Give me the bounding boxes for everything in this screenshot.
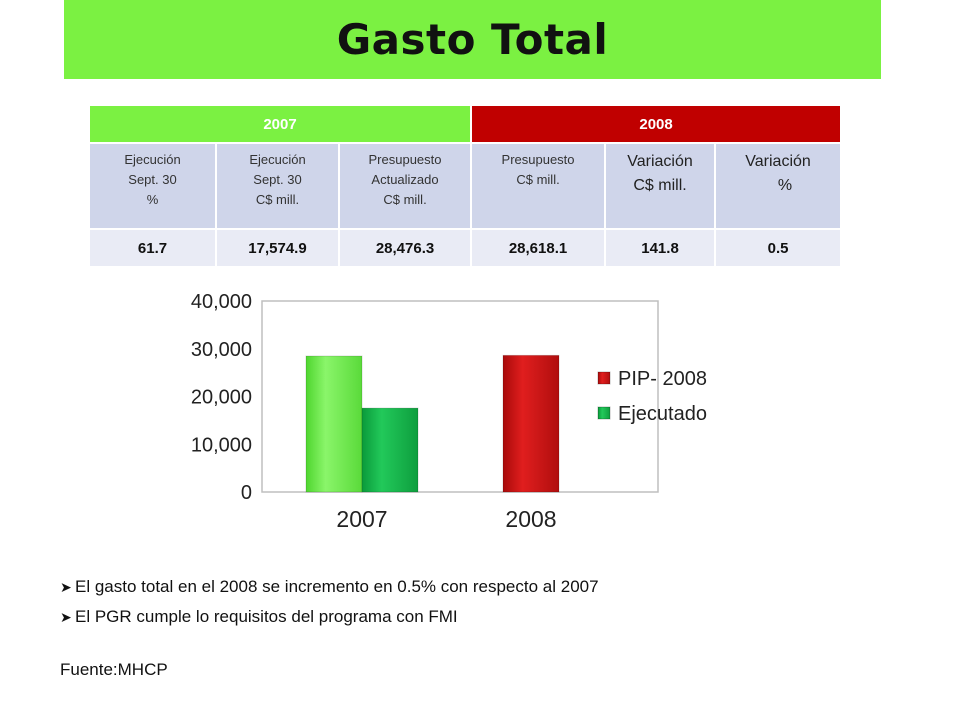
chart-legend: PIP- 2008 Ejecutado bbox=[597, 368, 707, 425]
table-cell: 141.8 bbox=[604, 228, 717, 268]
header-line: % bbox=[777, 177, 793, 194]
header-line: Ejecución bbox=[249, 152, 306, 167]
year-2007-header: 2007 bbox=[87, 104, 473, 144]
year-header-row: 2007 2008 bbox=[87, 104, 843, 144]
bar-chart: 0 10,000 20,000 30,000 40,000 2007 2008 PIP- … bbox=[191, 291, 707, 532]
header-line: C$ mill. bbox=[633, 177, 687, 194]
legend-swatch bbox=[597, 406, 611, 420]
bar bbox=[305, 355, 363, 493]
table-cell: 28,476.3 bbox=[337, 228, 473, 268]
y-tick-label: 40,000 bbox=[191, 291, 252, 313]
table-cell: 0.5 bbox=[714, 228, 843, 268]
column-header: Ejecución Sept. 30 C$ mill. bbox=[215, 142, 340, 230]
y-tick-label: 20,000 bbox=[191, 387, 252, 409]
summary-table: 2007 2008 Ejecución Sept. 30 % Ejecución… bbox=[87, 104, 843, 268]
column-header: Ejecución Sept. 30 % bbox=[88, 142, 217, 230]
arrow-bullet-icon: ➤ bbox=[60, 608, 72, 625]
header-line: C$ mill. bbox=[255, 192, 300, 208]
title-banner: Gasto Total bbox=[64, 0, 881, 79]
header-line: C$ mill. bbox=[516, 172, 560, 188]
legend-swatch bbox=[597, 371, 611, 385]
x-category-label: 2007 bbox=[336, 506, 387, 532]
arrow-bullet-icon: ➤ bbox=[60, 578, 72, 595]
bullet-text: El PGR cumple lo requisitos del programa… bbox=[75, 607, 458, 626]
header-line: Presupuesto bbox=[501, 152, 575, 167]
header-line: Presupuesto bbox=[368, 152, 442, 167]
x-category-label: 2008 bbox=[505, 506, 556, 532]
plot-area-border bbox=[261, 300, 659, 493]
y-tick-label: 30,000 bbox=[191, 339, 252, 361]
header-line: % bbox=[146, 192, 159, 208]
column-header: Variación % bbox=[714, 142, 843, 230]
legend-label: Ejecutado bbox=[618, 403, 707, 425]
y-axis-ticks: 0 10,000 20,000 30,000 40,000 bbox=[191, 291, 252, 504]
legend-label: PIP- 2008 bbox=[618, 368, 707, 390]
header-line: Sept. 30 bbox=[128, 172, 177, 188]
table-cell: 28,618.1 bbox=[470, 228, 607, 268]
page-title: Gasto Total bbox=[336, 15, 609, 64]
column-header: Presupuesto C$ mill. bbox=[470, 142, 607, 230]
chart-bars bbox=[305, 354, 560, 493]
source-note: Fuente:MHCP bbox=[60, 660, 168, 679]
year-2008-header: 2008 bbox=[470, 104, 843, 144]
header-line: Ejecución bbox=[124, 152, 181, 167]
y-tick-label: 0 bbox=[241, 482, 252, 504]
header-line: Variación bbox=[627, 153, 693, 170]
column-header-row: Ejecución Sept. 30 % Ejecución Sept. 30 … bbox=[88, 142, 843, 230]
header-line: Actualizado bbox=[371, 172, 439, 188]
table-cell: 17,574.9 bbox=[215, 228, 340, 268]
x-axis-labels: 2007 2008 bbox=[336, 506, 556, 532]
bullet-text: El gasto total en el 2008 se incremento … bbox=[75, 577, 599, 596]
header-line: Variación bbox=[745, 153, 811, 170]
values-row: 61.7 17,574.9 28,476.3 28,618.1 141.8 0.… bbox=[88, 228, 843, 268]
chart-frame bbox=[261, 300, 659, 493]
header-line: Sept. 30 bbox=[253, 172, 302, 188]
bullet-list: ➤ El gasto total en el 2008 se increment… bbox=[60, 572, 599, 632]
bar bbox=[502, 354, 560, 493]
y-tick-label: 10,000 bbox=[191, 434, 252, 456]
header-line: C$ mill. bbox=[383, 192, 427, 208]
column-header: Presupuesto Actualizado C$ mill. bbox=[337, 142, 473, 230]
bullet-item: ➤ El gasto total en el 2008 se increment… bbox=[60, 572, 599, 602]
table-cell: 61.7 bbox=[88, 228, 217, 268]
bar bbox=[361, 407, 419, 493]
column-header: Variación C$ mill. bbox=[604, 142, 717, 230]
bullet-item: ➤ El PGR cumple lo requisitos del progra… bbox=[60, 602, 599, 632]
